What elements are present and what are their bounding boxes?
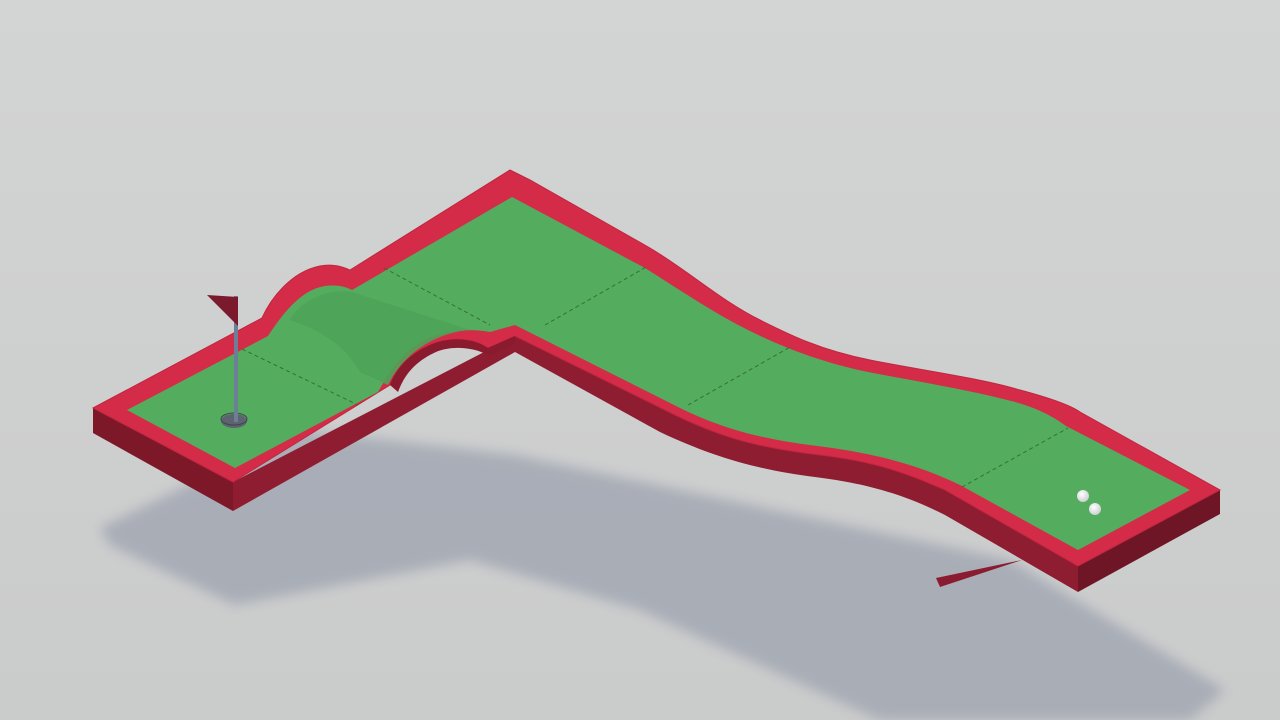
golf-ball[interactable] [1089, 503, 1101, 515]
mini-golf-course[interactable] [91, 169, 1222, 592]
inner-wall-lip [390, 336, 515, 392]
golf-ball[interactable] [1077, 490, 1089, 502]
putting-green [127, 197, 1190, 550]
pin-flag [207, 295, 238, 422]
golf-balls[interactable] [1077, 490, 1101, 515]
course-wall-side-front [233, 336, 515, 511]
aim-direction-indicator[interactable] [936, 560, 1022, 587]
green-seams [241, 265, 1069, 488]
green-ramp-shadow [290, 291, 470, 385]
course-wall-side-left [93, 408, 233, 511]
flag-icon [207, 295, 238, 326]
flag-pole [234, 296, 238, 422]
course-wall-side-right-run [515, 336, 1078, 592]
course-shadow [100, 430, 1225, 720]
course-wall-side-end [1078, 490, 1220, 592]
